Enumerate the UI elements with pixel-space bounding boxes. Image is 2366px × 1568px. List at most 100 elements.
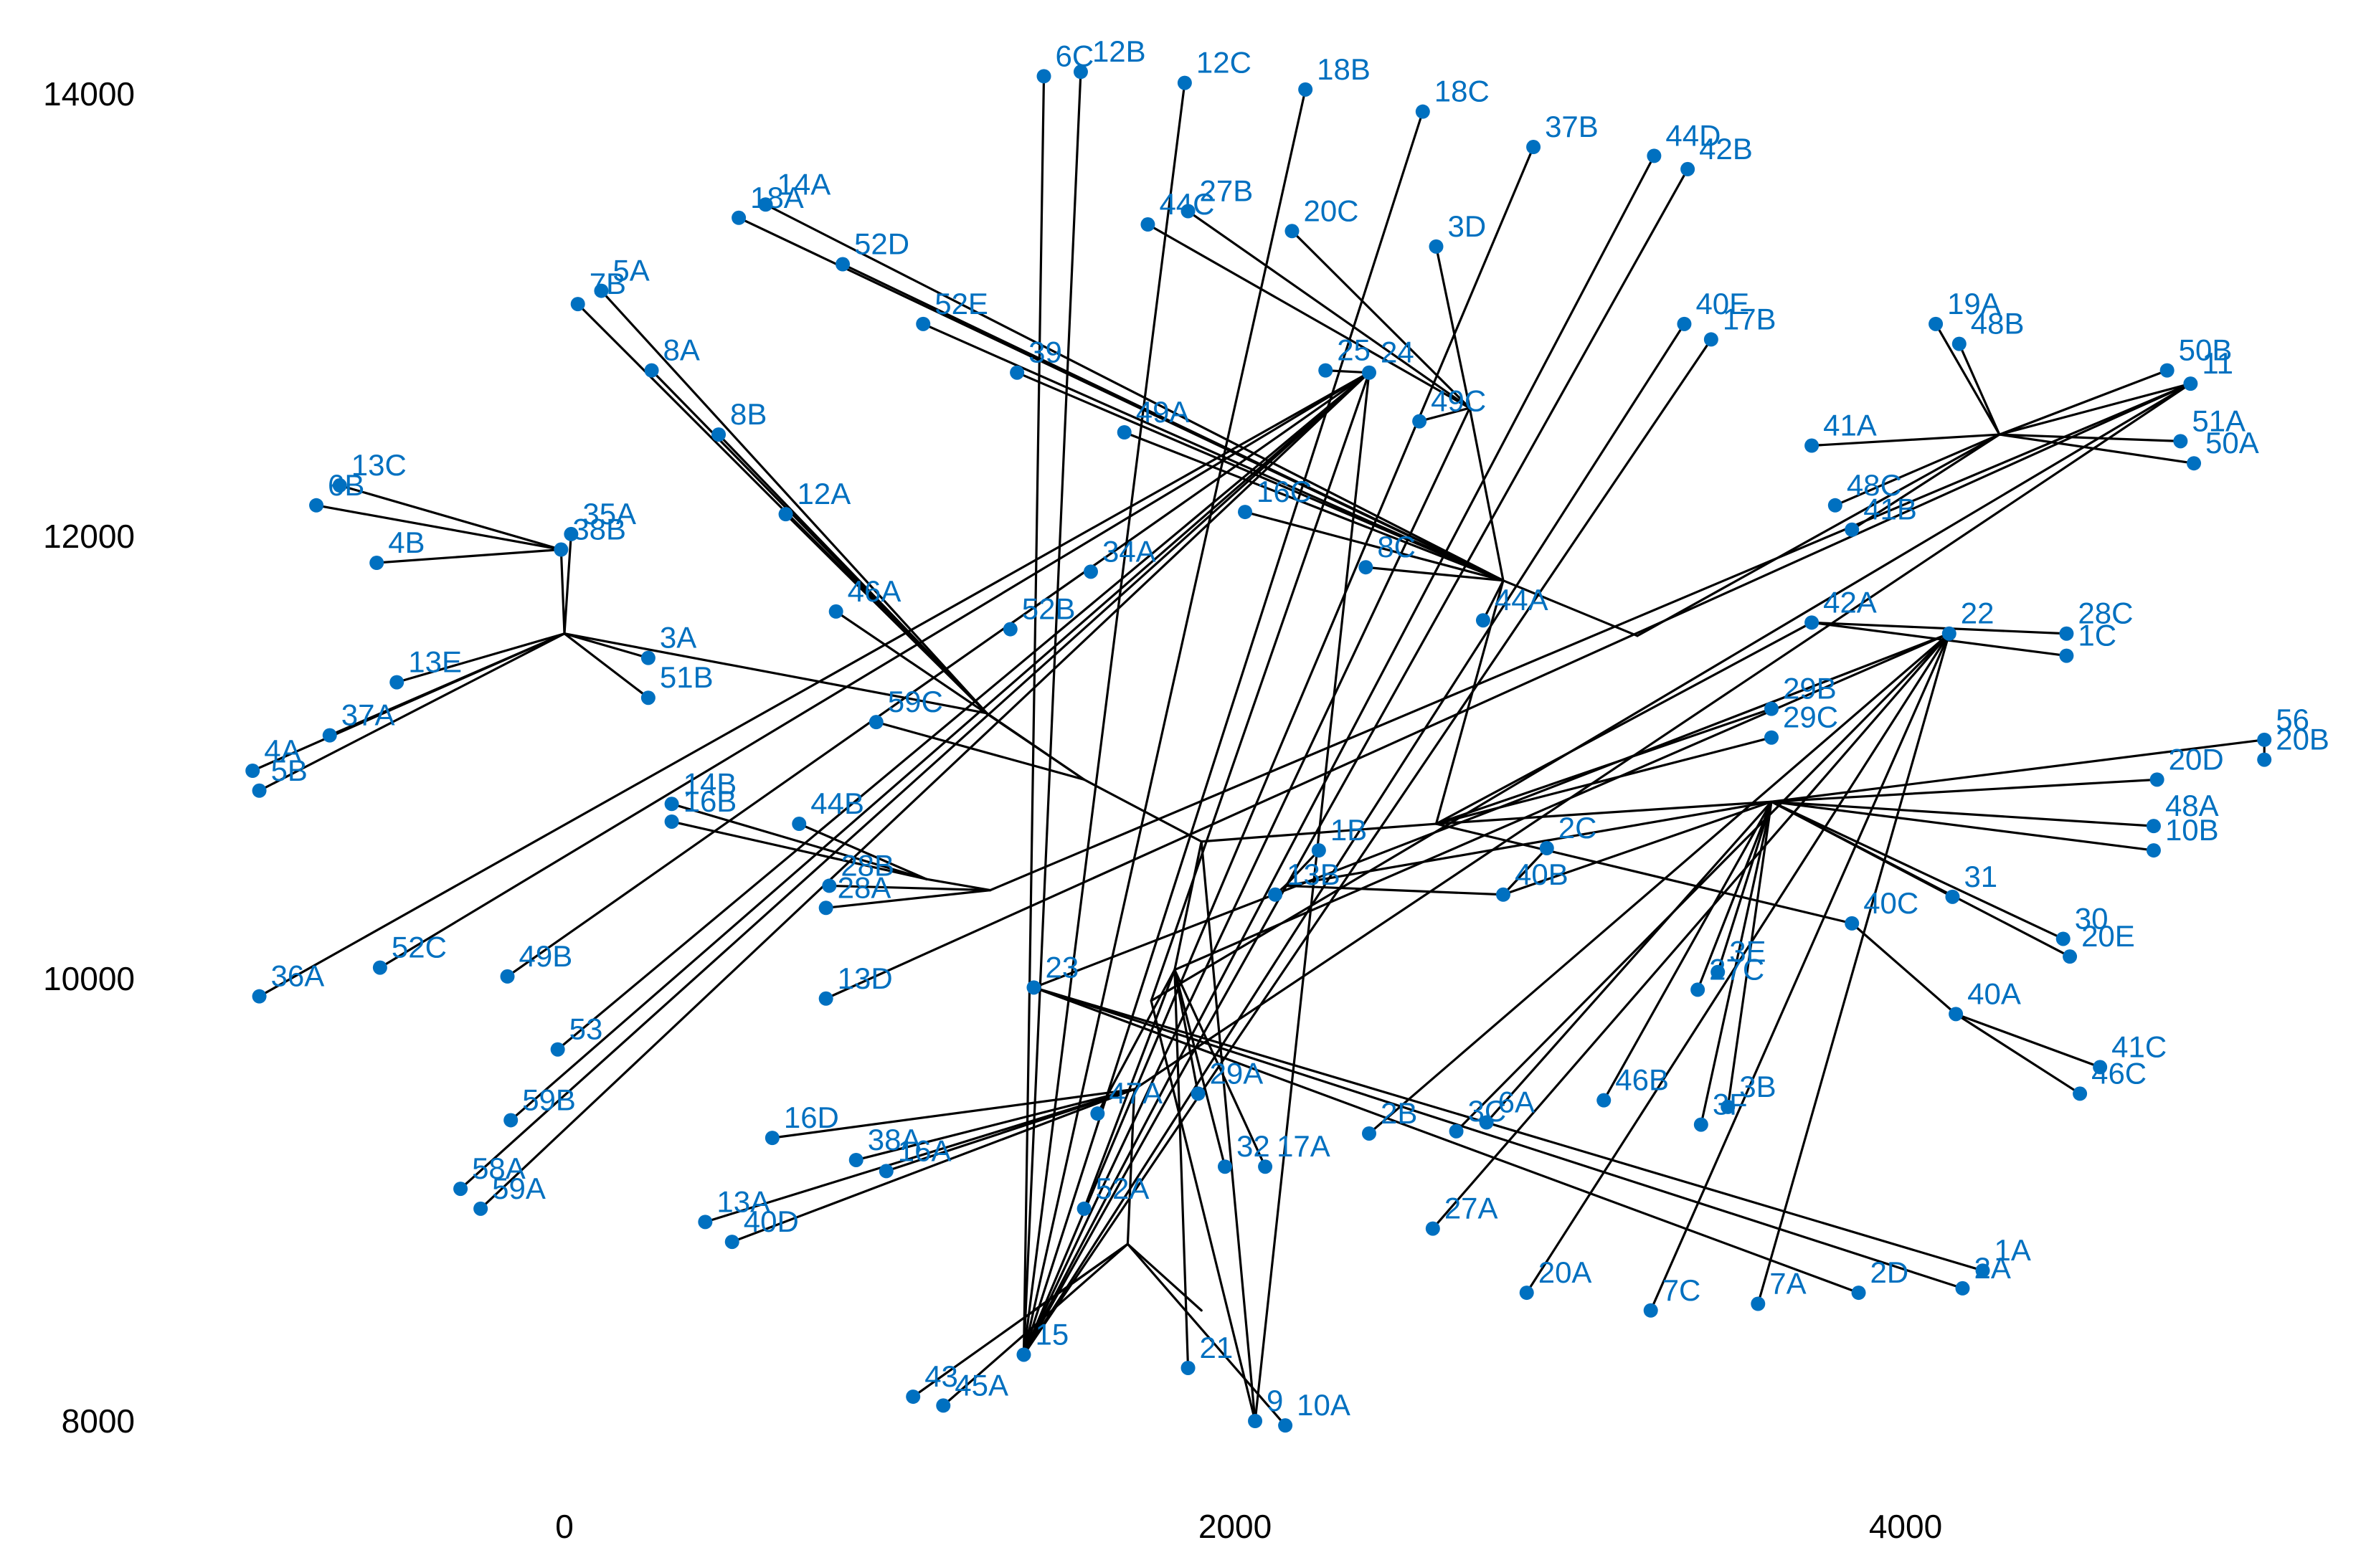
edge-38B-13C <box>339 484 562 551</box>
node-1B <box>1311 843 1326 858</box>
node-14A <box>758 197 773 212</box>
node-41B <box>1845 522 1860 537</box>
node-8B <box>711 427 727 442</box>
node-label-39: 39 <box>1028 336 1062 369</box>
node-47A <box>1090 1106 1105 1121</box>
node-label-25: 25 <box>1337 333 1371 367</box>
node-18A <box>732 210 747 225</box>
node-3B <box>1721 1099 1736 1114</box>
edge-1-9 <box>1200 840 1257 1422</box>
edge-40C-40A <box>1850 922 1957 1015</box>
node-17B <box>1703 332 1718 347</box>
edge-11-13D <box>825 382 2192 1000</box>
node-5A <box>594 283 609 298</box>
node-2B <box>1362 1126 1376 1141</box>
node-41A <box>1804 438 1820 453</box>
node-label-59C: 59C <box>888 685 943 718</box>
node-label-16D: 16D <box>784 1101 839 1134</box>
edge-13-27 <box>1126 1242 1203 1312</box>
node-13B <box>1268 887 1283 902</box>
edge-13-43 <box>912 1242 1130 1398</box>
node-1A <box>1975 1263 1990 1278</box>
edge-13-10A <box>1126 1242 1287 1427</box>
node-36A <box>252 989 267 1004</box>
node-label-44C: 44C <box>1159 187 1214 221</box>
node-50A <box>2187 456 2202 471</box>
node-49C <box>1412 414 1427 429</box>
node-label-13A: 13A <box>716 1184 770 1218</box>
node-12B <box>1073 65 1088 80</box>
node-label-3C: 3C <box>1468 1094 1507 1128</box>
node-42B <box>1680 161 1695 176</box>
node-label-52C: 52C <box>392 931 447 964</box>
node-11 <box>2183 376 2198 391</box>
node-19A <box>1929 316 1944 331</box>
edge-5-8 <box>1434 800 1773 825</box>
node-38B <box>554 542 569 557</box>
edge-7-17 <box>1636 433 2001 637</box>
node-9 <box>1248 1414 1263 1428</box>
node-34A <box>1083 564 1098 579</box>
node-40A <box>1949 1007 1964 1022</box>
node-40C <box>1845 916 1860 931</box>
edge-20-17A <box>1173 969 1267 1168</box>
node-49B <box>500 969 515 984</box>
edge-5-29B <box>1434 708 1773 825</box>
node-label-13C: 13C <box>351 448 407 482</box>
node-2D <box>1851 1286 1866 1301</box>
node-52E <box>916 316 931 331</box>
edge-46B-8 <box>1602 800 1773 1102</box>
edge-24-59A <box>479 371 1371 1210</box>
node-16D <box>765 1131 780 1146</box>
node-label-2C: 2C <box>1558 811 1597 845</box>
edge-15-6C <box>1022 75 1046 1356</box>
edge-22-20 <box>1173 632 1951 971</box>
node-20D <box>2149 772 2164 787</box>
edge-12-13A <box>704 1088 1136 1223</box>
node-label-20B: 20B <box>2276 723 2329 756</box>
edge-6-14A <box>764 203 1505 582</box>
edge-18-19 <box>925 878 992 892</box>
node-label-28B: 28B <box>841 848 894 882</box>
edge-12-40D <box>731 1088 1136 1243</box>
edge-18-28B <box>828 884 992 892</box>
node-label-3F: 3F <box>1713 1088 1748 1121</box>
node-51A <box>2173 434 2188 449</box>
node-label-20D: 20D <box>2169 742 2224 776</box>
node-48C <box>1827 498 1842 513</box>
edge-27A-22 <box>1432 632 1951 1230</box>
edge-8-3E <box>1716 800 1773 974</box>
node-27A <box>1425 1221 1440 1236</box>
edge-2C-40B <box>1502 847 1548 896</box>
x-tick-label: 2000 <box>1198 1508 1272 1545</box>
node-label-22: 22 <box>1961 597 1994 630</box>
edge-40B-8 <box>1502 800 1773 896</box>
node-label-46B: 46B <box>1615 1063 1669 1097</box>
node-31 <box>1945 889 1960 904</box>
edge-3-8B <box>717 433 988 715</box>
node-label-58A: 58A <box>472 1151 526 1185</box>
node-label-17A: 17A <box>1277 1129 1330 1163</box>
node-label-16B: 16B <box>683 784 737 818</box>
edge-8-56 <box>1770 738 2266 803</box>
edge-7A-22 <box>1756 632 1951 1306</box>
edge-11-12 <box>1133 382 2192 1091</box>
edge-15-40E <box>1022 323 1686 1356</box>
edge-16-40B <box>1284 884 1505 896</box>
node-label-52B: 52B <box>1022 592 1076 626</box>
node-label-38B: 38B <box>572 513 626 546</box>
node-label-28C: 28C <box>2078 597 2133 630</box>
node-42A <box>1804 615 1820 630</box>
node-label-52A: 52A <box>1096 1172 1150 1205</box>
node-label-16C: 16C <box>1257 475 1312 508</box>
edge-4-5B <box>257 632 566 792</box>
edge-38B-4B <box>375 548 562 564</box>
edge-7C-22 <box>1650 632 1951 1312</box>
edge-14-44C <box>1146 223 1471 409</box>
node-28B <box>822 878 837 893</box>
node-label-20E: 20E <box>2081 919 2135 953</box>
edge-6-14 <box>1468 407 1505 582</box>
node-39 <box>1010 365 1025 380</box>
node-23 <box>1026 980 1041 995</box>
node-20E <box>2063 949 2078 964</box>
